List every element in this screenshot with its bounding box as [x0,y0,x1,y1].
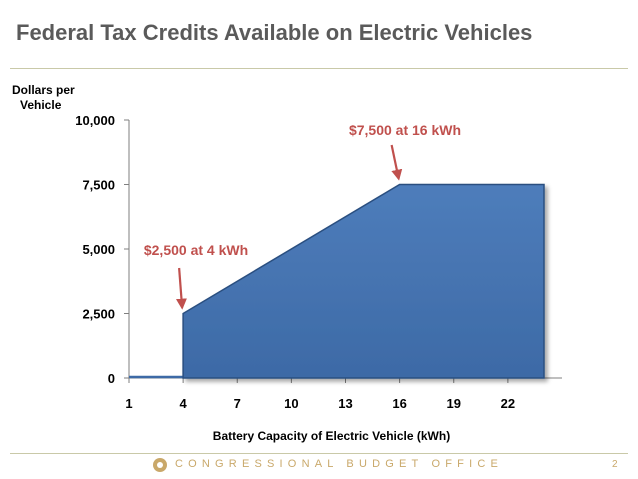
y-axis-label: Vehicle [20,98,62,112]
y-tick-label: 0 [108,371,115,386]
area-layer [129,183,545,379]
annotation-arrow [390,144,403,181]
title-divider [10,68,628,69]
y-tick-label: 5,000 [82,242,115,257]
x-tick-label: 7 [234,396,241,411]
footer-divider [10,453,628,454]
y-tick-label: 10,000 [75,113,115,128]
y-tick-label: 2,500 [82,307,115,322]
x-tick-label: 13 [338,396,352,411]
x-tick-label: 16 [392,396,406,411]
y-axis-label: Dollars per [12,83,75,97]
x-tick-label: 1 [125,396,132,411]
y-tick-label: 7,500 [82,178,115,193]
footer-org-name: CONGRESSIONAL BUDGET OFFICE [175,458,504,470]
x-tick-label: 10 [284,396,298,411]
x-tick-label: 19 [447,396,461,411]
slide-title: Federal Tax Credits Available on Electri… [16,20,533,45]
cbo-logo-icon [153,458,167,472]
annotation-arrow [175,267,187,310]
annotation-label: $7,500 at 16 kWh [349,122,461,138]
x-tick-label: 4 [180,396,188,411]
credit-area-series [182,183,545,379]
x-axis-label: Battery Capacity of Electric Vehicle (kW… [213,429,450,443]
page-number: 2 [612,459,618,470]
annotation-label: $2,500 at 4 kWh [144,242,248,258]
annotation-layer: $2,500 at 4 kWh $7,500 at 16 kWh [144,122,461,310]
x-tick-label: 22 [501,396,515,411]
